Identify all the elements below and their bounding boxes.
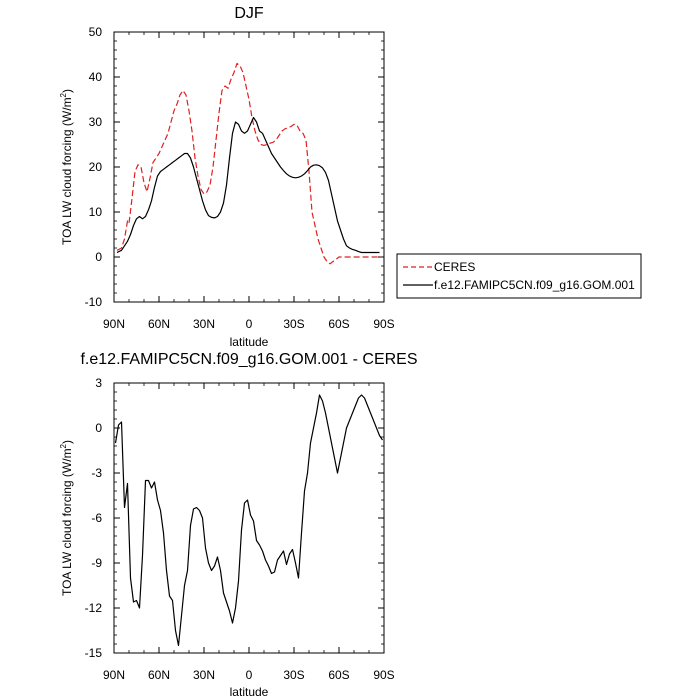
top-chart-title: DJF: [234, 5, 264, 22]
top-tick-marks: [113, 31, 385, 303]
legend-box: [396, 253, 642, 299]
bottom-xtick-label: 90N: [103, 668, 125, 682]
top-xtick-label: 60N: [148, 317, 170, 331]
bottom-ytick-label: -6: [91, 511, 102, 525]
legend-label-ceres: CERES: [434, 260, 475, 274]
top-xtick-label: 0: [246, 317, 253, 331]
bottom-y-axis-label: TOA LW cloud forcing (W/m2): [59, 440, 74, 596]
legend: CERES f.e12.FAMIPC5CN.f09_g16.GOM.001: [396, 253, 642, 299]
bottom-y-tick-labels: -15 -12 -9 -6 -3 0 3: [85, 376, 103, 660]
top-x-tick-labels: 90N 60N 30N 0 30S 60S 90S: [103, 317, 395, 331]
bottom-xtick-label: 60N: [148, 668, 170, 682]
top-xtick-label: 60S: [328, 317, 349, 331]
bottom-panel: f.e12.FAMIPC5CN.f09_g16.GOM.001 - CERES …: [59, 351, 418, 699]
bottom-xtick-label: 30N: [193, 668, 215, 682]
top-series-line-ceres: [116, 62, 381, 265]
bottom-xtick-label: 90S: [373, 668, 394, 682]
top-y-tick-labels: -10 0 10 20 30 40 50: [85, 25, 103, 309]
bottom-xtick-label: 60S: [328, 668, 349, 682]
top-x-axis-label: latitude: [230, 335, 269, 349]
top-panel: DJF -10 0 10 20 30 40 50 90N 60N 30N 0 30S 60S 90S l…: [59, 5, 395, 349]
top-xtick-label: 30S: [283, 317, 304, 331]
bottom-tick-marks: [113, 382, 385, 654]
bottom-ytick-label: 3: [95, 376, 102, 390]
bottom-ytick-label: 0: [95, 421, 102, 435]
bottom-x-tick-labels: 90N 60N 30N 0 30S 60S 90S: [103, 668, 395, 682]
top-xtick-label: 90N: [103, 317, 125, 331]
top-ytick-label: 0: [95, 250, 102, 264]
bottom-chart-title: f.e12.FAMIPC5CN.f09_g16.GOM.001 - CERES: [80, 351, 417, 368]
top-ytick-label: 20: [89, 160, 103, 174]
bottom-y-axis-label-sup: 2: [59, 443, 68, 448]
bottom-ytick-label: -9: [91, 556, 102, 570]
bottom-plot-frame: [113, 382, 385, 654]
top-series-line-model: [116, 116, 380, 254]
top-ytick-label: 10: [89, 205, 103, 219]
bottom-series-line-model: [114, 394, 383, 647]
top-plot-frame: [113, 31, 385, 303]
top-y-axis-label-sup: 2: [59, 92, 68, 97]
bottom-ytick-label: -15: [85, 646, 103, 660]
bottom-x-axis-label: latitude: [230, 685, 269, 699]
bottom-xtick-label: 30S: [283, 668, 304, 682]
top-ytick-label: 50: [89, 25, 103, 39]
top-ytick-label: 30: [89, 115, 103, 129]
legend-label-model: f.e12.FAMIPC5CN.f09_g16.GOM.001: [434, 278, 635, 292]
top-y-axis-label: TOA LW cloud forcing (W/m2): [59, 89, 74, 245]
bottom-ytick-label: -3: [91, 466, 102, 480]
top-ytick-label: -10: [85, 295, 103, 309]
top-xtick-label: 30N: [193, 317, 215, 331]
bottom-xtick-label: 0: [246, 668, 253, 682]
bottom-ytick-label: -12: [85, 601, 103, 615]
bottom-series: [114, 394, 383, 647]
top-xtick-label: 90S: [373, 317, 394, 331]
top-ytick-label: 40: [89, 70, 103, 84]
top-series: [116, 62, 381, 265]
